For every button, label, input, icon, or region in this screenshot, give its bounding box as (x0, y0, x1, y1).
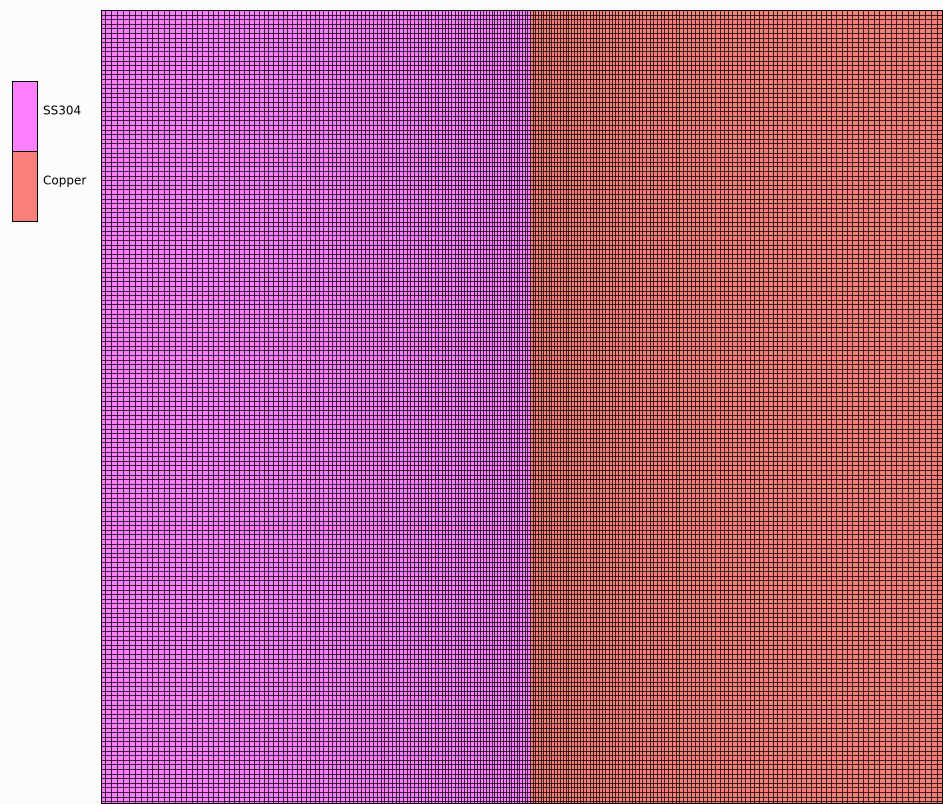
legend-swatch (12, 81, 38, 152)
legend-label: Copper (43, 174, 86, 188)
legend-swatch (12, 151, 38, 222)
mesh (101, 10, 943, 804)
legend: SS304 Copper (12, 81, 86, 222)
legend-label: SS304 (43, 104, 81, 118)
